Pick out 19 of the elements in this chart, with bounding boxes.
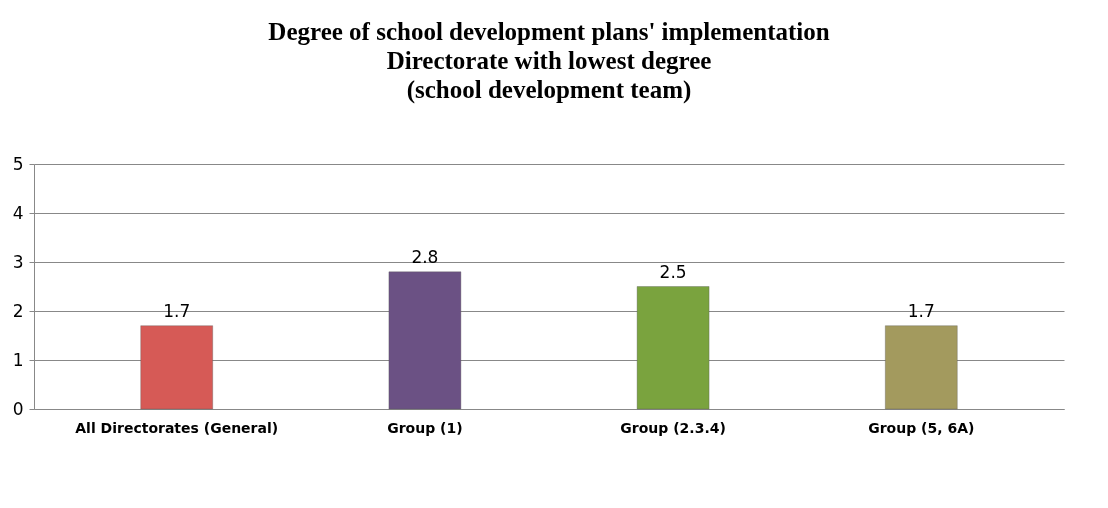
x-tick-label: All Directorates (General) bbox=[75, 419, 279, 436]
x-tick-label: Group (5, 6A) bbox=[868, 419, 975, 436]
data-label: 2.5 bbox=[659, 261, 687, 282]
bar bbox=[884, 325, 958, 410]
y-tick-label: 1 bbox=[12, 349, 24, 370]
data-label: 1.7 bbox=[163, 300, 191, 321]
y-tick-label: 2 bbox=[12, 300, 24, 321]
bar bbox=[140, 325, 214, 410]
data-label: 2.8 bbox=[411, 246, 439, 267]
y-tick-label: 3 bbox=[12, 251, 24, 272]
bar bbox=[636, 286, 710, 410]
x-tick-label: Group (1) bbox=[387, 419, 463, 436]
y-tick-label: 0 bbox=[12, 398, 24, 419]
x-tick-label: Group (2.3.4) bbox=[620, 419, 726, 436]
chart-title: Degree of school development plans' implementation Directorate with lowest degree (school development team) bbox=[268, 18, 830, 104]
y-tick-label: 4 bbox=[12, 202, 24, 223]
data-label: 1.7 bbox=[907, 300, 935, 321]
y-tick-label: 5 bbox=[12, 153, 24, 174]
bar bbox=[388, 271, 462, 410]
